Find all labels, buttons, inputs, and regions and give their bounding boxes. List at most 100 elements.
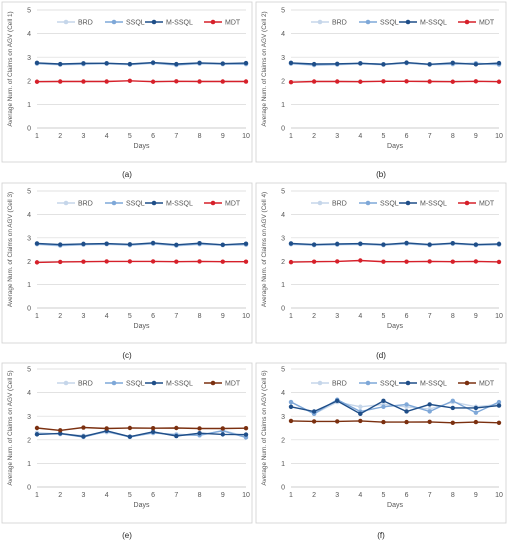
data-point-mdt [243,426,249,431]
data-point-mdt [427,79,432,84]
y-tick-label: 4 [27,212,31,219]
legend-swatch-marker [210,19,216,25]
legend-swatch-marker [63,380,69,386]
data-point-mdt [81,425,86,430]
data-point-m-ssql [127,242,133,247]
x-tick-label: 9 [221,313,225,320]
panel-frame [1,182,253,344]
x-tick-label: 2 [312,492,316,499]
x-tick-label: 9 [474,313,478,320]
x-tick-label: 8 [451,133,455,140]
x-axis-title: Days [387,143,403,150]
panel-frame [255,182,507,344]
data-point-m-ssql [197,60,202,66]
data-point-mdt [311,79,317,84]
legend-entry: M-SSQL [420,201,447,208]
data-point-m-ssql [81,434,86,439]
data-point-mdt [58,428,63,433]
panel-caption: (a) [122,170,132,179]
y-axis-title: Average Num. of Claims on AGV (Cell 1) [7,11,14,126]
y-tick-label: 3 [281,235,285,242]
data-point-m-ssql [358,411,363,417]
data-point-mdt [404,79,409,84]
data-point-mdt [450,259,455,264]
panel-caption: (f) [377,531,385,540]
x-axis-title: Days [387,323,403,330]
data-point-m-ssql [150,429,156,434]
legend-swatch-marker [365,380,371,386]
y-tick-label: 5 [27,189,31,196]
data-point-m-ssql [104,61,109,66]
x-tick-label: 1 [289,313,293,320]
x-tick-label: 6 [151,313,155,320]
x-tick-label: 2 [312,133,316,140]
y-tick-label: 1 [27,461,31,468]
x-tick-label: 1 [35,133,39,140]
x-tick-label: 4 [105,133,109,140]
y-tick-label: 3 [281,414,285,421]
x-tick-label: 8 [451,313,455,320]
panel-caption: (e) [122,531,132,540]
legend-entry: MDT [225,381,241,388]
y-tick-label: 1 [27,102,31,109]
data-point-mdt [34,425,40,431]
data-point-mdt [104,79,109,84]
data-point-mdt [34,79,40,84]
series-line-m-ssql [36,242,247,246]
legend-entry: BRD [332,201,347,208]
legend-entry: M-SSQL [420,381,447,388]
y-tick-label: 1 [281,461,285,468]
data-point-m-ssql [150,60,156,65]
y-axis-title: Average Num. of Claims on AGV (Cell 6) [261,370,268,485]
x-axis-title: Days [134,502,150,509]
data-point-ssql [404,402,409,407]
legend-entry: SSQL [380,381,399,388]
x-tick-label: 5 [381,313,385,320]
panel-frame [255,362,507,524]
x-tick-label: 1 [289,492,293,499]
data-point-m-ssql [311,242,317,247]
x-tick-label: 3 [335,133,339,140]
data-point-m-ssql [288,404,294,409]
data-point-mdt [335,79,340,84]
legend-entry: SSQL [380,20,399,27]
data-point-m-ssql [34,432,40,437]
y-tick-label: 2 [27,259,31,266]
data-point-ssql [450,398,455,404]
data-point-m-ssql [104,241,109,246]
x-tick-label: 1 [35,313,39,320]
x-tick-label: 4 [358,133,362,140]
data-point-m-ssql [404,409,409,414]
legend-entry: MDT [479,20,495,27]
data-point-mdt [381,79,386,84]
x-tick-label: 1 [35,492,39,499]
y-tick-label: 4 [281,212,285,219]
data-point-mdt [174,259,179,264]
panel-caption: (d) [376,351,386,360]
x-tick-label: 5 [128,133,132,140]
data-point-mdt [220,259,225,264]
data-point-mdt [220,426,225,431]
legend-entry: M-SSQL [166,20,193,27]
x-tick-label: 6 [405,133,409,140]
y-tick-label: 2 [27,78,31,85]
data-point-m-ssql [427,62,432,67]
x-tick-label: 7 [428,313,432,320]
x-tick-label: 7 [174,492,178,499]
series-line-m-ssql [36,430,247,438]
legend-entry: SSQL [126,20,145,27]
data-point-m-ssql [358,61,363,66]
data-point-mdt [496,259,502,265]
x-tick-label: 9 [474,492,478,499]
data-point-m-ssql [34,60,40,66]
data-point-m-ssql [243,60,249,66]
data-point-m-ssql [335,241,340,247]
data-point-m-ssql [197,430,202,436]
x-tick-label: 10 [495,133,503,140]
legend-swatch-marker [365,19,371,25]
panel-frame [1,362,253,524]
y-tick-label: 3 [27,55,31,62]
x-tick-label: 1 [289,133,293,140]
x-tick-label: 10 [242,133,250,140]
